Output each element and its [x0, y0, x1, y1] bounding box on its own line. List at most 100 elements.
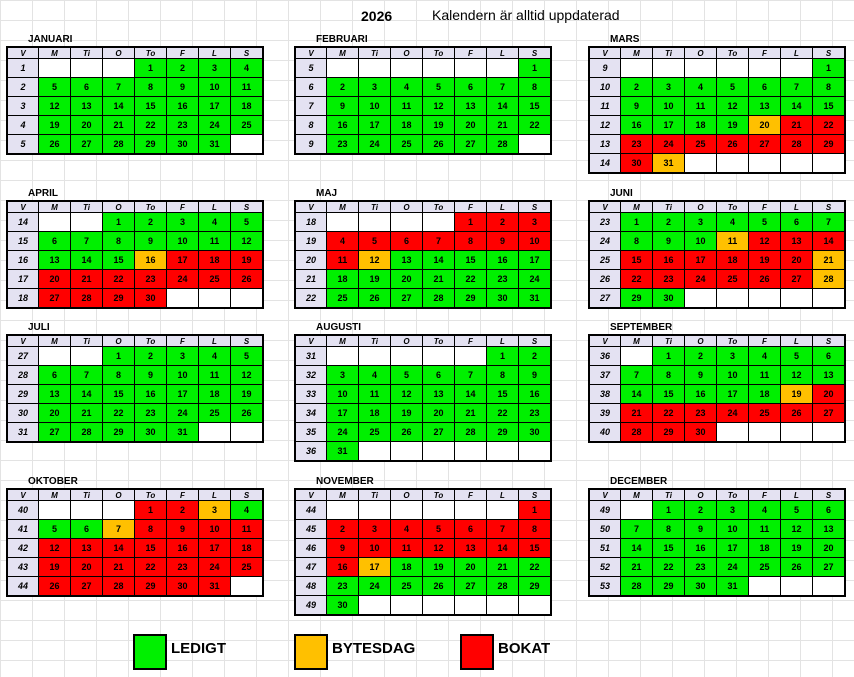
- day-cell[interactable]: 21: [486, 115, 519, 135]
- day-cell[interactable]: 10: [358, 96, 391, 116]
- day-cell[interactable]: 11: [748, 365, 781, 385]
- day-cell[interactable]: 16: [486, 250, 519, 270]
- day-cell[interactable]: 10: [716, 365, 749, 385]
- day-cell[interactable]: 19: [748, 250, 781, 270]
- empty-day-cell[interactable]: [102, 58, 135, 78]
- day-cell[interactable]: 4: [326, 231, 359, 251]
- day-cell[interactable]: 23: [684, 557, 717, 577]
- empty-day-cell[interactable]: [358, 346, 391, 366]
- day-cell[interactable]: 21: [780, 115, 813, 135]
- day-cell[interactable]: 16: [684, 384, 717, 404]
- empty-day-cell[interactable]: [620, 58, 653, 78]
- empty-day-cell[interactable]: [358, 212, 391, 232]
- day-cell[interactable]: 13: [780, 231, 813, 251]
- day-cell[interactable]: 28: [780, 134, 813, 154]
- day-cell[interactable]: 24: [326, 422, 359, 442]
- day-cell[interactable]: 18: [198, 384, 231, 404]
- day-cell[interactable]: 1: [102, 212, 135, 232]
- day-cell[interactable]: 5: [230, 346, 264, 366]
- day-cell[interactable]: 15: [134, 538, 167, 558]
- day-cell[interactable]: 26: [358, 288, 391, 309]
- day-cell[interactable]: 3: [518, 212, 552, 232]
- day-cell[interactable]: 30: [486, 288, 519, 309]
- day-cell[interactable]: 14: [812, 231, 846, 251]
- day-cell[interactable]: 15: [486, 384, 519, 404]
- day-cell[interactable]: 31: [166, 422, 199, 443]
- empty-day-cell[interactable]: [812, 153, 846, 174]
- day-cell[interactable]: 1: [518, 58, 552, 78]
- day-cell[interactable]: 26: [38, 576, 71, 597]
- empty-day-cell[interactable]: [652, 58, 685, 78]
- day-cell[interactable]: 2: [518, 346, 552, 366]
- empty-day-cell[interactable]: [422, 595, 455, 616]
- day-cell[interactable]: 9: [134, 231, 167, 251]
- day-cell[interactable]: 16: [134, 384, 167, 404]
- day-cell[interactable]: 26: [390, 422, 423, 442]
- day-cell[interactable]: 18: [358, 403, 391, 423]
- day-cell[interactable]: 1: [134, 58, 167, 78]
- day-cell[interactable]: 30: [134, 288, 167, 309]
- day-cell[interactable]: 17: [166, 384, 199, 404]
- empty-day-cell[interactable]: [38, 212, 71, 232]
- day-cell[interactable]: 18: [230, 538, 264, 558]
- day-cell[interactable]: 7: [454, 365, 487, 385]
- day-cell[interactable]: 13: [38, 250, 71, 270]
- empty-day-cell[interactable]: [454, 500, 487, 520]
- day-cell[interactable]: 23: [684, 403, 717, 423]
- day-cell[interactable]: 2: [166, 58, 199, 78]
- day-cell[interactable]: 7: [620, 519, 653, 539]
- day-cell[interactable]: 13: [454, 96, 487, 116]
- empty-day-cell[interactable]: [486, 500, 519, 520]
- day-cell[interactable]: 23: [326, 576, 359, 596]
- day-cell[interactable]: 22: [454, 269, 487, 289]
- day-cell[interactable]: 5: [38, 77, 71, 97]
- day-cell[interactable]: 19: [780, 538, 813, 558]
- day-cell[interactable]: 31: [518, 288, 552, 309]
- day-cell[interactable]: 22: [102, 269, 135, 289]
- day-cell[interactable]: 11: [230, 77, 264, 97]
- day-cell[interactable]: 11: [230, 519, 264, 539]
- empty-day-cell[interactable]: [358, 500, 391, 520]
- day-cell[interactable]: 27: [812, 557, 846, 577]
- day-cell[interactable]: 21: [102, 115, 135, 135]
- empty-day-cell[interactable]: [454, 441, 487, 462]
- day-cell[interactable]: 27: [422, 422, 455, 442]
- day-cell[interactable]: 25: [390, 134, 423, 155]
- day-cell[interactable]: 28: [620, 576, 653, 597]
- day-cell[interactable]: 27: [812, 403, 846, 423]
- day-cell[interactable]: 5: [422, 519, 455, 539]
- day-cell[interactable]: 7: [780, 77, 813, 97]
- empty-day-cell[interactable]: [102, 500, 135, 520]
- empty-day-cell[interactable]: [326, 346, 359, 366]
- empty-day-cell[interactable]: [390, 500, 423, 520]
- empty-day-cell[interactable]: [70, 346, 103, 366]
- day-cell[interactable]: 3: [326, 365, 359, 385]
- day-cell[interactable]: 23: [134, 269, 167, 289]
- day-cell[interactable]: 15: [620, 250, 653, 270]
- day-cell[interactable]: 19: [422, 115, 455, 135]
- day-cell[interactable]: 27: [38, 422, 71, 443]
- day-cell[interactable]: 1: [454, 212, 487, 232]
- day-cell[interactable]: 21: [620, 403, 653, 423]
- day-cell[interactable]: 27: [748, 134, 781, 154]
- day-cell[interactable]: 30: [166, 134, 199, 155]
- empty-day-cell[interactable]: [230, 134, 264, 155]
- day-cell[interactable]: 5: [716, 77, 749, 97]
- day-cell[interactable]: 25: [748, 557, 781, 577]
- empty-day-cell[interactable]: [716, 58, 749, 78]
- day-cell[interactable]: 27: [454, 134, 487, 155]
- day-cell[interactable]: 15: [812, 96, 846, 116]
- day-cell[interactable]: 16: [652, 250, 685, 270]
- day-cell[interactable]: 11: [390, 538, 423, 558]
- empty-day-cell[interactable]: [454, 58, 487, 78]
- day-cell[interactable]: 4: [684, 77, 717, 97]
- day-cell[interactable]: 12: [748, 231, 781, 251]
- day-cell[interactable]: 20: [422, 403, 455, 423]
- day-cell[interactable]: 9: [166, 77, 199, 97]
- day-cell[interactable]: 8: [652, 519, 685, 539]
- day-cell[interactable]: 16: [620, 115, 653, 135]
- day-cell[interactable]: 8: [102, 365, 135, 385]
- day-cell[interactable]: 11: [390, 96, 423, 116]
- day-cell[interactable]: 20: [390, 269, 423, 289]
- day-cell[interactable]: 23: [486, 269, 519, 289]
